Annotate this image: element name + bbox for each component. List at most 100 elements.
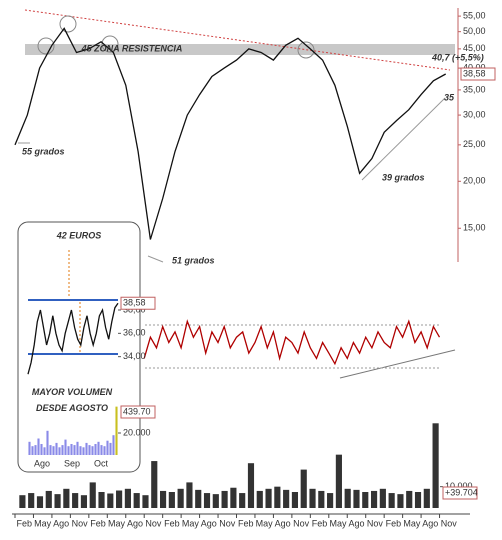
title-line: DESDE AGOSTO [36, 403, 108, 413]
volume-bar [109, 442, 112, 455]
volume-bar [186, 482, 193, 508]
volume-bar [265, 488, 272, 508]
volume-bar [256, 490, 263, 508]
volume-bar [89, 482, 96, 508]
y-tick-label: 20.000 [123, 427, 151, 437]
x-tick-label: Ago [201, 518, 217, 528]
volume-bar [159, 490, 167, 508]
volume-bar [116, 490, 123, 508]
volume-bar [362, 492, 369, 508]
volume-bar [353, 489, 360, 508]
volume-bar [335, 454, 342, 508]
peak-circle [37, 37, 55, 55]
volume-bar [28, 441, 31, 455]
annotation: 51 grados [172, 255, 215, 265]
volume-bar [79, 446, 82, 455]
x-tick-label: Nov [145, 518, 162, 528]
x-tick-label: Feb [164, 518, 180, 528]
volume-bar [82, 447, 85, 455]
volume-bar [91, 446, 94, 455]
volume-bar [423, 488, 430, 508]
volume-bar [76, 441, 79, 455]
value-label-box [120, 296, 156, 310]
value-label-box [460, 67, 496, 81]
x-tick-label: May [330, 518, 348, 528]
price-line [14, 27, 447, 240]
x-tick-label: Oct [94, 458, 109, 468]
peak-circle [101, 35, 119, 53]
volume-bar [151, 461, 158, 508]
value-label-box [442, 486, 478, 500]
price-line [143, 319, 441, 366]
volume-bar [309, 488, 316, 508]
volume-bar [291, 492, 299, 508]
volume-bar [98, 492, 105, 508]
volume-bar [49, 445, 52, 455]
volume-bar [40, 444, 43, 455]
volume-bar [67, 446, 70, 455]
volume-bar [36, 496, 44, 508]
volume-bar [388, 493, 395, 508]
volume-bar [283, 489, 290, 508]
volume-bar [73, 445, 76, 455]
volume-bar [414, 492, 422, 508]
volume-bar [274, 486, 281, 508]
volume-bar [106, 440, 109, 455]
volume-bar [58, 447, 61, 455]
volume-bar [212, 494, 219, 508]
volume-bar [31, 446, 34, 455]
x-tick-label: Feb [312, 518, 328, 528]
volume-bar [88, 445, 91, 455]
trend-line [339, 349, 456, 379]
x-tick-label: Ago [275, 518, 291, 528]
y-tick-label: 55,00 [463, 10, 486, 20]
x-tick-label: Ago [127, 518, 143, 528]
y-tick-label: 40,00 [463, 62, 486, 72]
volume-bar [34, 445, 37, 455]
inset-box [17, 221, 141, 473]
x-tick-label: Ago [53, 518, 69, 528]
x-tick-label: Nov [367, 518, 384, 528]
volume-bar [70, 444, 73, 455]
y-tick-label: 20,00 [463, 176, 486, 186]
volume-bar [103, 446, 106, 455]
x-tick-label: May [108, 518, 126, 528]
volume-bar [432, 423, 439, 508]
x-tick-label: May [182, 518, 200, 528]
x-tick-label: Nov [293, 518, 310, 528]
y-tick-label: 45,00 [463, 43, 486, 53]
volume-bar [80, 495, 88, 508]
volume-bar [85, 442, 88, 455]
volume-bar [195, 489, 202, 508]
resistance-band [25, 44, 455, 55]
volume-bar [107, 493, 114, 508]
volume-bar [28, 493, 35, 508]
price-line [27, 302, 119, 375]
volume-bar [124, 488, 131, 508]
volume-bar [46, 430, 49, 455]
x-tick-label: Feb [90, 518, 106, 528]
annotation: 45 ZONA RESISTENCIA [81, 43, 183, 53]
volume-bar [72, 493, 79, 508]
title-line: MAYOR VOLUMEN [32, 387, 113, 397]
volume-bar [133, 493, 140, 508]
annotation: 55 grados [22, 146, 65, 156]
x-tick-label: Feb [238, 518, 254, 528]
volume-bar [327, 493, 334, 508]
volume-bar [52, 446, 55, 455]
volume-bar [239, 493, 246, 508]
volume-bar [45, 490, 52, 508]
x-tick-label: Ago [34, 458, 50, 468]
volume-bar [397, 494, 404, 508]
x-tick-label: May [403, 518, 421, 528]
volume-bar [112, 435, 115, 455]
volume-bar [64, 439, 67, 455]
peak-circle [59, 15, 77, 33]
volume-bar [54, 494, 61, 508]
volume-bar [406, 490, 413, 508]
volume-bar [19, 495, 26, 508]
volume-bar [370, 490, 378, 508]
y-tick-label: 25,00 [463, 139, 486, 149]
y-tick-label: 30,00 [463, 109, 486, 119]
